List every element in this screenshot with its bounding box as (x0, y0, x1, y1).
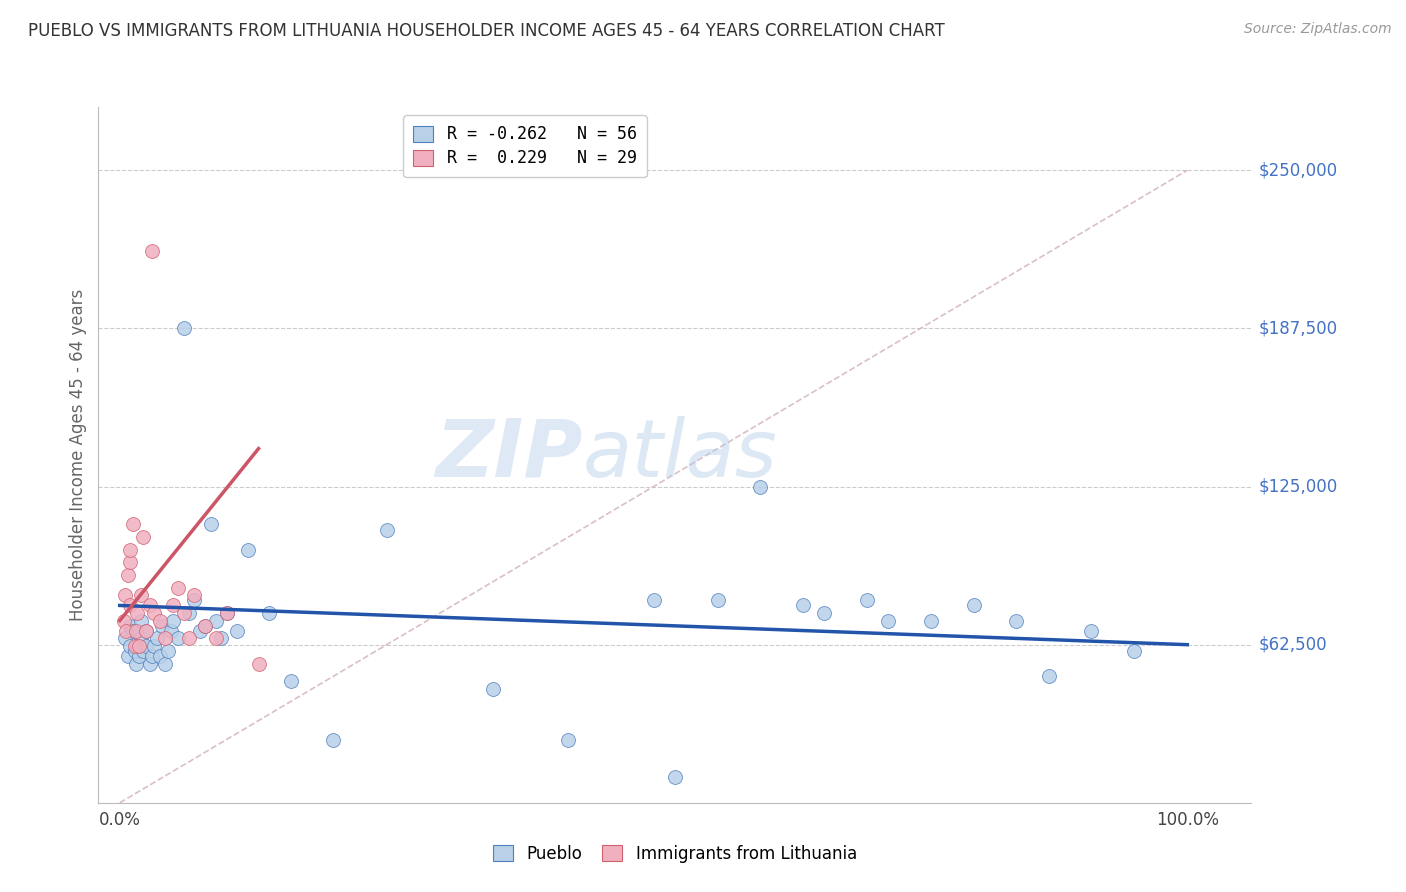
Point (125, 606, 148, 620)
Point (1005, 614, 1028, 628)
Point (215, 606, 238, 620)
Point (135, 624, 157, 638)
Legend: Pueblo, Immigrants from Lithuania: Pueblo, Immigrants from Lithuania (485, 837, 865, 871)
Point (257, 606, 280, 620)
Point (153, 632, 176, 646)
Point (117, 568, 139, 582)
Point (114, 632, 136, 646)
Text: Source: ZipAtlas.com: Source: ZipAtlas.com (1244, 22, 1392, 37)
Point (112, 614, 135, 628)
Point (138, 599, 160, 613)
Point (226, 624, 249, 638)
Point (247, 657, 270, 671)
Text: PUEBLO VS IMMIGRANTS FROM LITHUANIA HOUSEHOLDER INCOME AGES 45 - 64 YEARS CORREL: PUEBLO VS IMMIGRANTS FROM LITHUANIA HOUS… (28, 22, 945, 40)
Point (135, 639, 157, 653)
Point (149, 614, 172, 628)
Point (1038, 669, 1060, 683)
Point (236, 542, 259, 557)
Point (153, 657, 176, 671)
Point (142, 639, 165, 653)
Point (205, 614, 228, 628)
Point (792, 599, 814, 613)
Point (125, 657, 148, 671)
Point (920, 614, 942, 628)
Point (142, 606, 165, 620)
Point (215, 606, 238, 620)
Point (813, 606, 835, 620)
Point (152, 618, 174, 632)
Point (557, 732, 579, 747)
Text: $62,500: $62,500 (1258, 636, 1327, 654)
Point (706, 593, 728, 607)
Point (129, 632, 152, 646)
Point (149, 648, 172, 663)
Point (1080, 624, 1102, 638)
Point (173, 606, 195, 620)
Point (124, 644, 146, 658)
Point (138, 657, 160, 671)
Point (643, 593, 665, 607)
Point (179, 606, 201, 620)
Point (129, 614, 152, 628)
Point (162, 614, 184, 628)
Text: $250,000: $250,000 (1258, 161, 1337, 179)
Point (121, 624, 143, 638)
Point (128, 639, 150, 653)
Point (963, 599, 986, 613)
Text: ZIP: ZIP (436, 416, 582, 494)
Text: $125,000: $125,000 (1258, 477, 1337, 496)
Point (128, 648, 150, 663)
Point (125, 624, 148, 638)
Point (188, 624, 211, 638)
Point (1122, 644, 1144, 658)
Point (205, 632, 228, 646)
Point (179, 632, 201, 646)
Point (482, 681, 505, 696)
Point (322, 732, 344, 747)
Point (125, 639, 148, 653)
Text: $187,500: $187,500 (1258, 319, 1337, 337)
Point (877, 614, 900, 628)
Text: atlas: atlas (582, 416, 778, 494)
Point (183, 588, 205, 602)
Point (160, 624, 183, 638)
Point (132, 644, 155, 658)
Point (124, 639, 146, 653)
Point (749, 479, 772, 493)
Point (120, 639, 142, 653)
Point (120, 618, 142, 632)
Point (120, 542, 142, 557)
Point (120, 556, 142, 570)
Point (375, 523, 398, 537)
Point (200, 517, 222, 532)
Point (162, 599, 184, 613)
Point (209, 632, 232, 646)
Point (167, 632, 190, 646)
Point (132, 530, 155, 544)
Point (194, 618, 217, 632)
Point (856, 593, 879, 607)
Point (664, 771, 686, 785)
Point (141, 244, 163, 259)
Point (141, 648, 163, 663)
Point (156, 644, 179, 658)
Point (280, 674, 302, 689)
Point (117, 648, 139, 663)
Point (135, 624, 157, 638)
Point (183, 593, 205, 607)
Y-axis label: Householder Income Ages 45 - 64 years: Householder Income Ages 45 - 64 years (69, 289, 87, 621)
Point (121, 517, 143, 532)
Point (167, 581, 190, 595)
Point (146, 632, 169, 646)
Point (120, 599, 142, 613)
Point (115, 624, 138, 638)
Point (129, 588, 152, 602)
Point (173, 321, 195, 335)
Point (114, 588, 136, 602)
Point (194, 618, 217, 632)
